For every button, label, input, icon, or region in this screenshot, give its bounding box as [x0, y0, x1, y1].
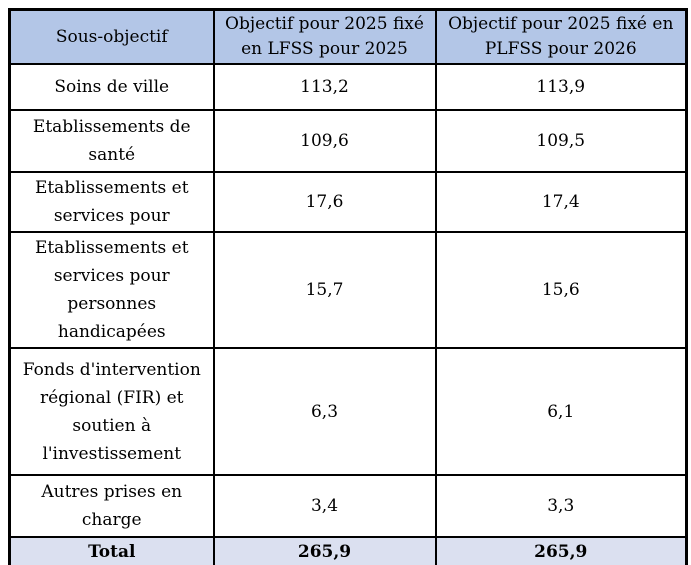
table-row-personnes-handicapees: Etablissements et services pour personne… [8, 231, 688, 349]
value-cell-plfss: 3,3 [434, 474, 688, 538]
total-row: Total 265,9 265,9 [8, 536, 688, 565]
row-label-cell: Etablissements et services pour personne… [8, 231, 215, 349]
value-cell-lfss: 113,2 [212, 63, 437, 111]
value-cell-lfss: 6,3 [212, 347, 437, 476]
total-label-cell: Total [8, 536, 215, 565]
total-value-cell-lfss: 265,9 [212, 536, 437, 565]
value-cell-plfss: 17,4 [434, 171, 688, 233]
header-cell-plfss-2026: Objectif pour 2025 fixé en PLFSS pour 20… [434, 8, 688, 65]
value-cell-lfss: 3,4 [212, 474, 437, 538]
row-label-cell: Etablissements de santé [8, 109, 215, 173]
value-cell-plfss: 6,1 [434, 347, 688, 476]
value-cell-lfss: 109,6 [212, 109, 437, 173]
header-cell-sous-objectif: Sous-objectif [8, 8, 215, 65]
table-row-soins-de-ville: Soins de ville 113,2 113,9 [8, 63, 688, 111]
value-cell-lfss: 15,7 [212, 231, 437, 349]
total-value-cell-plfss: 265,9 [434, 536, 688, 565]
table-row-fir-investissement: Fonds d'intervention régional (FIR) et s… [8, 347, 688, 476]
ondam-objectives-table: Sous-objectif Objectif pour 2025 fixé en… [8, 8, 688, 565]
value-cell-plfss: 109,5 [434, 109, 688, 173]
header-row: Sous-objectif Objectif pour 2025 fixé en… [8, 8, 688, 65]
row-label-cell: Autres prises en charge [8, 474, 215, 538]
value-cell-plfss: 113,9 [434, 63, 688, 111]
value-cell-lfss: 17,6 [212, 171, 437, 233]
row-label-cell: Etablissements et services pour [8, 171, 215, 233]
table-row-etablissements-sante: Etablissements de santé 109,6 109,5 [8, 109, 688, 173]
row-label-cell: Soins de ville [8, 63, 215, 111]
row-label-cell: Fonds d'intervention régional (FIR) et s… [8, 347, 215, 476]
header-cell-lfss-2025: Objectif pour 2025 fixé en LFSS pour 202… [212, 8, 437, 65]
table-row-etablissements-services: Etablissements et services pour 17,6 17,… [8, 171, 688, 233]
value-cell-plfss: 15,6 [434, 231, 688, 349]
table-row-autres-prises-en-charge: Autres prises en charge 3,4 3,3 [8, 474, 688, 538]
